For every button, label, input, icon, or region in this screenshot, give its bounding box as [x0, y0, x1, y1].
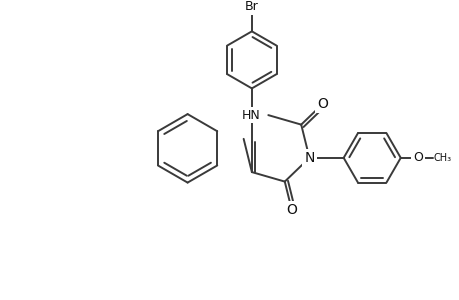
Text: N: N: [303, 151, 314, 165]
Text: HN: HN: [241, 109, 260, 122]
Text: Br: Br: [245, 0, 258, 13]
Text: O: O: [412, 151, 422, 164]
Text: O: O: [316, 97, 327, 111]
Text: CH₃: CH₃: [432, 153, 451, 163]
Text: O: O: [286, 203, 297, 217]
